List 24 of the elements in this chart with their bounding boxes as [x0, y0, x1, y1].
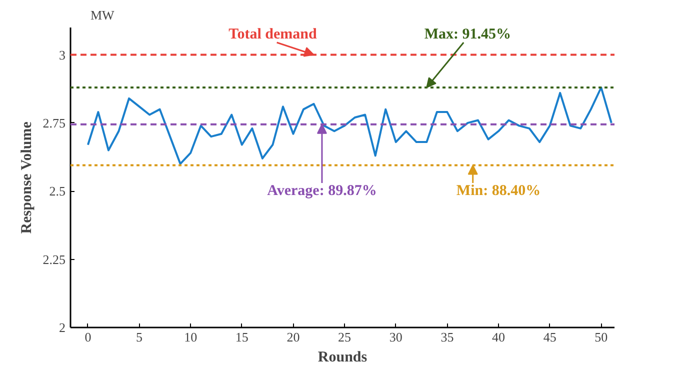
annotation: Total demand	[228, 26, 318, 42]
x-tick-label: 20	[286, 330, 300, 344]
x-tick-label: 35	[440, 330, 454, 344]
x-tick-label: 50	[594, 330, 608, 344]
y-axis-title: Response Volume	[18, 121, 35, 234]
x-tick-label: 10	[184, 330, 198, 344]
y-tick-label: 3	[59, 47, 66, 62]
y-tick-label: 2.25	[42, 252, 66, 267]
x-tick-label: 45	[543, 330, 556, 344]
x-tick-label: 5	[136, 330, 143, 344]
x-axis-title: Rounds	[318, 350, 368, 366]
annotation: Max: 91.45%	[424, 26, 512, 42]
x-tick-label: 15	[235, 330, 248, 344]
annotation: Average: 89.87%	[267, 183, 377, 200]
text: MW	[90, 8, 116, 22]
x-tick-label: 30	[389, 330, 402, 344]
annotation: Min: 88.40%	[456, 183, 541, 200]
line-series	[86, 86, 612, 165]
y-tick-label: 2.75	[42, 115, 66, 130]
y-tick-label: 2	[59, 320, 66, 335]
x-tick-label: 25	[338, 330, 352, 344]
y-tick-label: 2.5	[49, 184, 66, 199]
x-tick-label: 0	[84, 330, 92, 344]
x-tick-label: 40	[492, 330, 506, 344]
